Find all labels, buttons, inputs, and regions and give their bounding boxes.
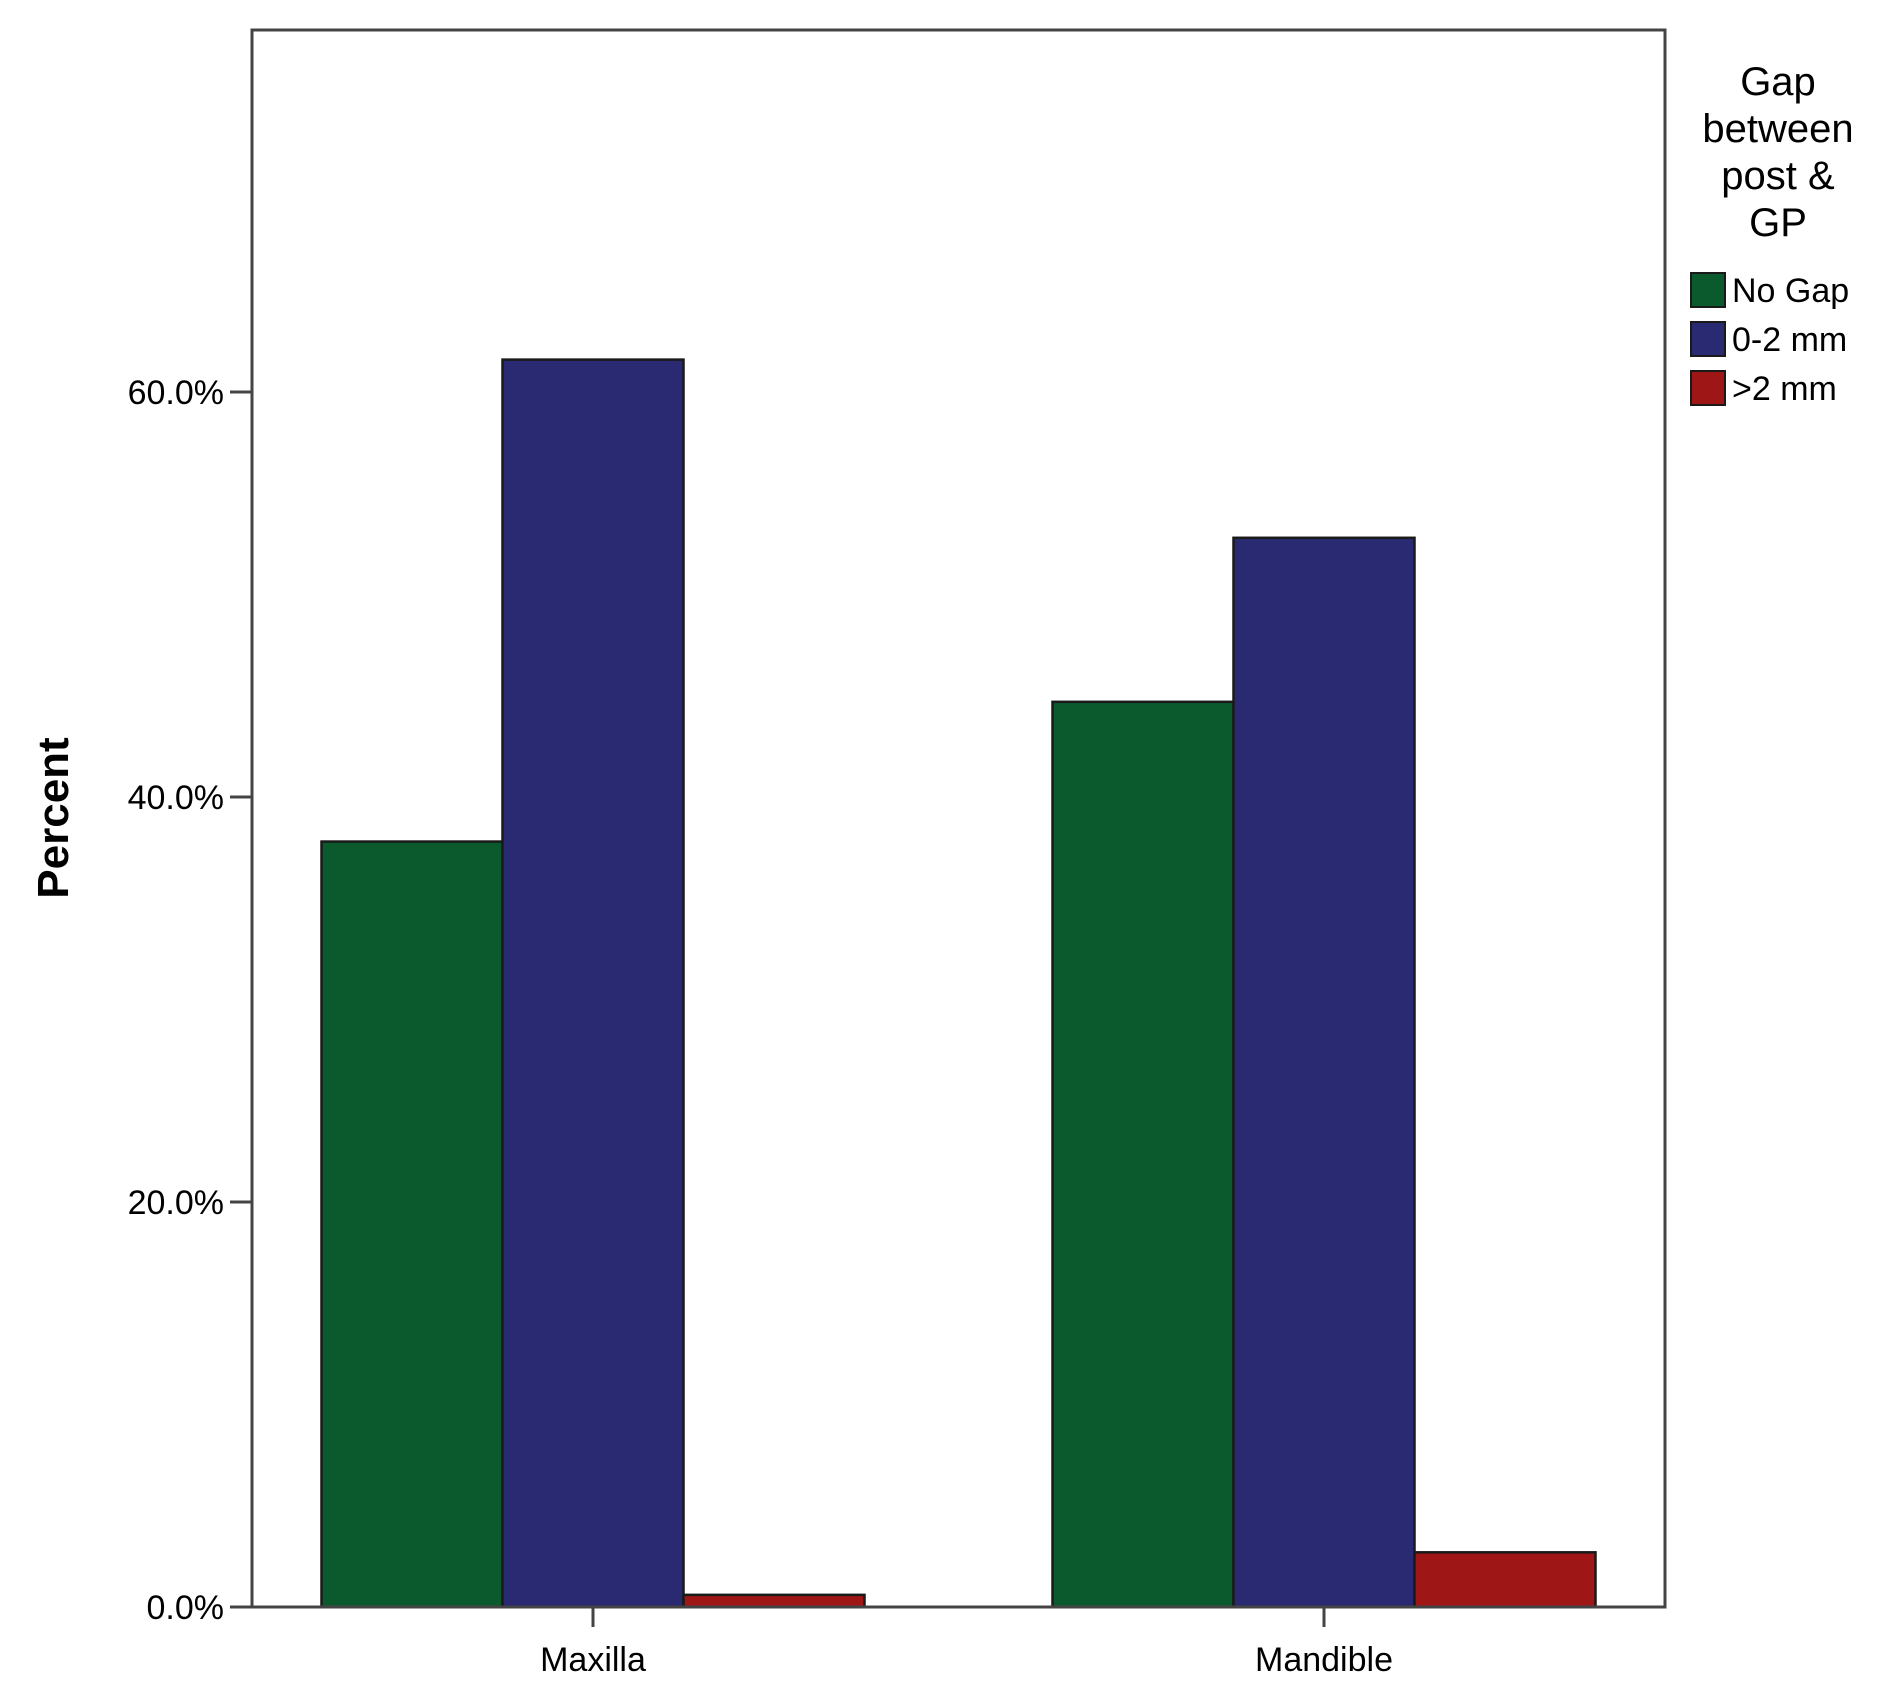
legend-title-line: Gap xyxy=(1740,60,1816,104)
bar-maxilla-series-1 xyxy=(320,840,504,1609)
x-tick-label: Mandible xyxy=(1255,1641,1393,1679)
y-tick-label: 60.0% xyxy=(128,374,224,412)
y-tick-label: 0.0% xyxy=(147,1589,225,1627)
legend-title-line: GP xyxy=(1749,201,1807,245)
legend-swatch xyxy=(1690,370,1726,406)
legend-swatch xyxy=(1690,272,1726,308)
bar-maxilla-series-2 xyxy=(501,358,685,1609)
bar-mandible-series-3 xyxy=(1413,1551,1597,1609)
y-tick-label: 40.0% xyxy=(128,779,224,817)
bar-mandible-series-1 xyxy=(1051,700,1235,1609)
legend-label: >2 mm xyxy=(1732,370,1837,408)
legend-label: 0-2 mm xyxy=(1732,321,1847,359)
x-tick-label: Maxilla xyxy=(540,1641,646,1679)
legend-swatch xyxy=(1690,321,1726,357)
bar-maxilla-series-3 xyxy=(682,1593,866,1609)
legend-title-line: post & xyxy=(1721,154,1835,198)
x-axis: Maxilla Mandible xyxy=(252,1605,1665,1679)
y-axis: 0.0% 20.0% 40.0% 60.0% xyxy=(128,30,254,1627)
legend-title-line: between xyxy=(1702,107,1853,151)
y-axis-title: Percent xyxy=(29,737,78,899)
bars-group xyxy=(320,358,1597,1609)
bar-mandible-series-2 xyxy=(1232,536,1416,1609)
y-tick-label: 20.0% xyxy=(128,1184,224,1222)
legend-label: No Gap xyxy=(1732,272,1849,310)
